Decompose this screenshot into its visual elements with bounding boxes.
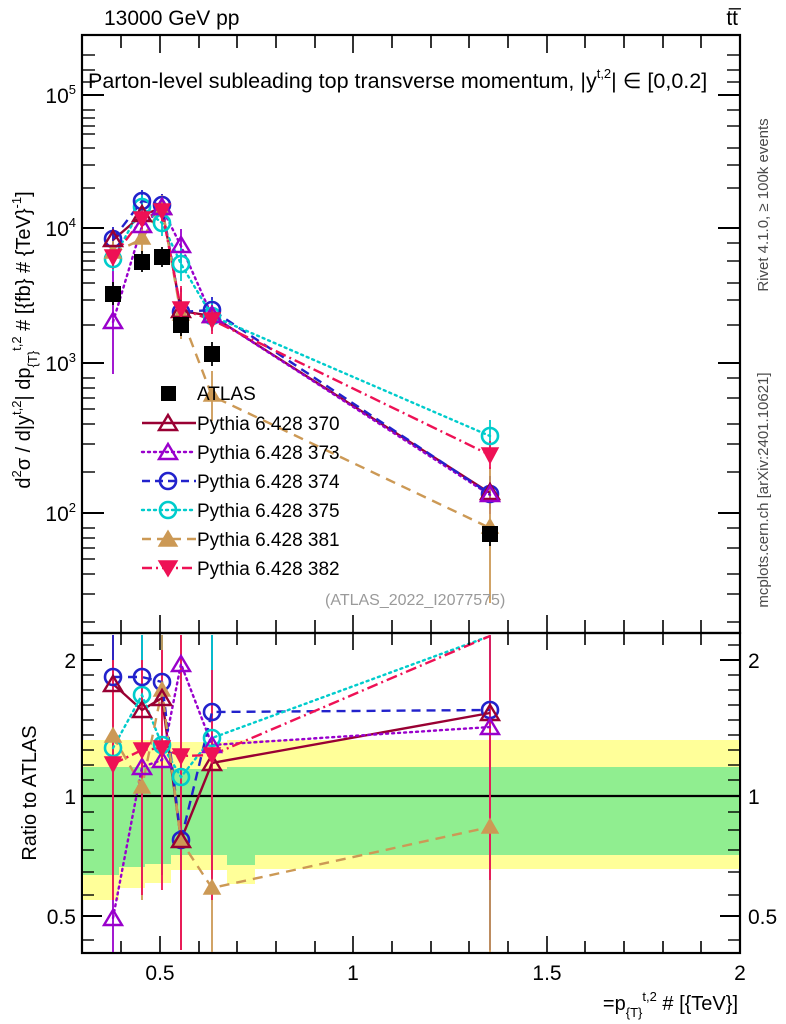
svg-text:0.5: 0.5 [145, 962, 174, 985]
ratio-y-minor-ticks [82, 644, 740, 941]
legend-label-373: Pythia 6.428 373 [197, 443, 340, 464]
legend-label-370: Pythia 6.428 370 [197, 414, 340, 435]
markers-373 [101, 196, 502, 503]
beam-energy-label: 13000 GeV pp [104, 7, 239, 30]
svg-text:1: 1 [748, 786, 760, 809]
legend: ATLAS Pythia 6.428 370 Pythia 6.428 373 … [140, 384, 340, 580]
x-ticks-main [120, 35, 741, 633]
svg-text:102: 102 [45, 500, 76, 526]
svg-text:d2σ / d|yt,2| dp{T}t,2 # [{fb}: d2σ / d|yt,2| dp{T}t,2 # [{fb} # {TeV}-1… [9, 191, 40, 488]
ratio-axis-label: Ratio to ATLAS [19, 725, 41, 860]
legend-marker-381 [157, 529, 179, 547]
svg-text:105: 105 [45, 82, 76, 108]
y-axis-label-main: d2σ / d|yt,2| dp{T}t,2 # [{fb} # {TeV}-1… [9, 191, 40, 488]
legend-item-370[interactable]: Pythia 6.428 370 [142, 412, 340, 435]
y-minor-ticks-main [82, 54, 740, 623]
ratio-data-group [83, 634, 739, 952]
ratio-line-382 [112, 634, 491, 766]
legend-marker-382 [157, 560, 179, 578]
ratio-y-tick-labels: 2 1 0.5 2 1 0.5 [47, 650, 777, 929]
svg-text:mcplots.cern.ch [arXiv:2401.10: mcplots.cern.ch [arXiv:2401.10621] [755, 372, 772, 607]
svg-text:2: 2 [748, 650, 760, 673]
legend-item-375[interactable]: Pythia 6.428 375 [140, 500, 340, 522]
svg-text:Rivet 4.1.0, ≥ 100k events: Rivet 4.1.0, ≥ 100k events [755, 118, 772, 291]
svg-text:104: 104 [45, 215, 76, 241]
svg-text:2: 2 [734, 962, 746, 985]
svg-text:1: 1 [347, 962, 359, 985]
legend-marker-atlas [161, 386, 176, 401]
y-ticks-main [82, 94, 740, 514]
ratio-y-major-ticks [82, 659, 740, 917]
legend-item-382[interactable]: Pythia 6.428 382 [142, 559, 340, 580]
legend-label-atlas: ATLAS [197, 384, 256, 405]
ratio-line-381 [111, 689, 491, 890]
plot-title: Parton-level subleading top transverse m… [88, 66, 707, 93]
legend-label-382: Pythia 6.428 382 [197, 559, 340, 580]
legend-label-381: Pythia 6.428 381 [197, 530, 340, 551]
legend-item-373[interactable]: Pythia 6.428 373 [140, 441, 340, 464]
svg-text:0.5: 0.5 [748, 906, 777, 929]
svg-text:2: 2 [64, 650, 76, 673]
legend-item-374[interactable]: Pythia 6.428 374 [142, 471, 340, 493]
main-data-group [101, 190, 502, 603]
svg-text:0.5: 0.5 [47, 906, 76, 929]
analysis-watermark: (ATLAS_2022_I2077575) [325, 592, 505, 609]
legend-marker-370 [156, 412, 180, 432]
svg-text:1: 1 [64, 786, 76, 809]
ratio-markers-382 [103, 740, 222, 774]
svg-text:103: 103 [45, 350, 76, 376]
markers-375 [103, 197, 500, 446]
markers-382 [103, 203, 500, 465]
y-tick-labels-main: 105 104 103 102 [45, 82, 76, 526]
x-tick-labels: 0.5 1 1.5 2 [145, 962, 745, 985]
legend-item-atlas[interactable]: ATLAS [161, 384, 256, 405]
process-label: tt̅ [726, 7, 742, 30]
rivet-version-label: Rivet 4.1.0, ≥ 100k events [755, 118, 772, 291]
legend-marker-373 [156, 441, 180, 461]
x-axis-label: =p{T}t,2 # [{TeV}] [603, 989, 738, 1020]
legend-label-374: Pythia 6.428 374 [197, 472, 340, 493]
markers-atlas [105, 249, 498, 542]
legend-item-381[interactable]: Pythia 6.428 381 [142, 529, 340, 551]
ratio-panel-frame [80, 631, 742, 955]
legend-marker-375 [158, 500, 178, 520]
series-line-382 [112, 209, 491, 457]
x-ticks-ratio [120, 633, 741, 953]
legend-label-375: Pythia 6.428 375 [197, 501, 340, 522]
svg-text:1.5: 1.5 [532, 962, 561, 985]
legend-marker-374 [158, 471, 178, 491]
svg-text:Ratio to ATLAS: Ratio to ATLAS [19, 725, 41, 860]
mcplots-source-label: mcplots.cern.ch [arXiv:2401.10621] [755, 372, 772, 607]
